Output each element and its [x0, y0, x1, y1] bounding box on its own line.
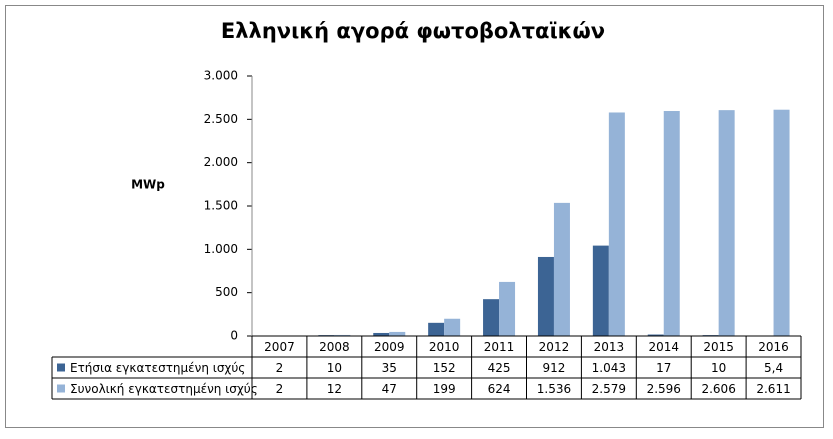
bar: [373, 332, 390, 336]
table-category: 2012: [539, 340, 570, 354]
bar: [608, 112, 625, 336]
table-value: 2: [276, 382, 284, 396]
table-category: 2014: [648, 340, 679, 354]
bar: [499, 281, 516, 336]
table-value: 10: [711, 361, 726, 375]
table-value: 199: [433, 382, 456, 396]
table-value: 10: [327, 361, 342, 375]
table-value: 47: [382, 382, 397, 396]
table-value: 35: [382, 361, 397, 375]
bar: [389, 331, 406, 336]
table-value: 2.579: [592, 382, 626, 396]
legend-label: Συνολική εγκατεστημένη ισχύς: [70, 382, 258, 396]
table-value: 425: [488, 361, 511, 375]
bar: [553, 202, 570, 336]
bar: [647, 334, 664, 336]
y-tick-label: 500: [215, 285, 238, 299]
table-value: 2.611: [756, 382, 790, 396]
table-category: 2009: [374, 340, 405, 354]
table-category: 2013: [594, 340, 625, 354]
table-category: 2010: [429, 340, 460, 354]
legend-swatch: [57, 363, 65, 372]
table-value: 17: [656, 361, 671, 375]
table-value: 912: [542, 361, 565, 375]
table-value: 624: [488, 382, 511, 396]
y-tick-label: 0: [230, 329, 238, 343]
bar: [444, 318, 461, 336]
table-category: 2016: [758, 340, 789, 354]
table-category: 2011: [484, 340, 515, 354]
bar: [483, 299, 500, 336]
y-tick-label: 3.000: [204, 69, 238, 83]
y-tick-label: 1.500: [204, 199, 238, 213]
table-category: 2007: [264, 340, 295, 354]
table-value: 5,4: [764, 361, 783, 375]
y-tick-label: 2.500: [204, 112, 238, 126]
bar: [718, 110, 735, 336]
table-category: 2008: [319, 340, 350, 354]
bar: [663, 111, 680, 336]
table-value: 2: [276, 361, 284, 375]
chart-title: Ελληνική αγορά φωτοβολταϊκών: [221, 19, 605, 43]
bar: [773, 109, 790, 336]
table-value: 1.043: [592, 361, 626, 375]
table-value: 152: [433, 361, 456, 375]
table-value: 2.596: [647, 382, 681, 396]
table-value: 2.606: [701, 382, 735, 396]
bar: [592, 245, 609, 336]
legend-label: Ετήσια εγκατεστημένη ισχύς: [70, 361, 245, 375]
table-value: 1.536: [537, 382, 571, 396]
table-category: 2015: [703, 340, 734, 354]
legend-swatch: [57, 384, 65, 393]
y-tick-label: 2.000: [204, 155, 238, 169]
bar: [428, 322, 445, 336]
bar: [537, 256, 554, 336]
y-axis-label: MWp: [131, 178, 165, 192]
y-tick-label: 1.000: [204, 242, 238, 256]
table-value: 12: [327, 382, 342, 396]
bar: [334, 334, 351, 336]
